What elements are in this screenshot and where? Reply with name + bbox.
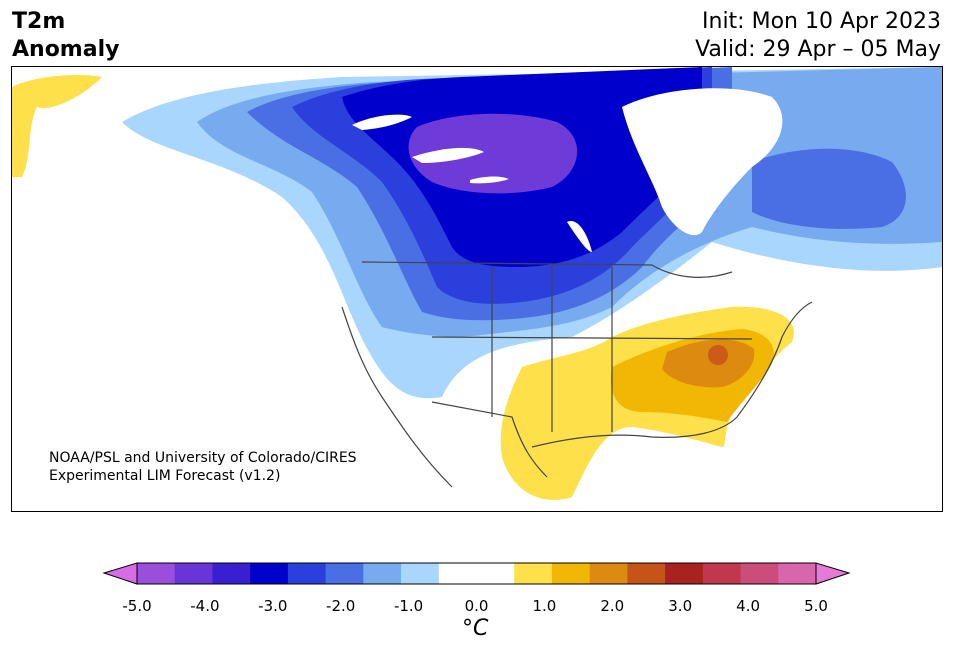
west-coast-warm-patch — [12, 75, 102, 177]
colorbar-cell — [174, 563, 213, 584]
colorbar-cell — [401, 563, 440, 584]
lake-1 — [352, 114, 412, 130]
credit-line-2: Experimental LIM Forecast (v1.2) — [49, 468, 281, 484]
lake-4 — [567, 221, 592, 252]
colorbar-cell — [551, 563, 591, 584]
colorbar-cell — [137, 563, 176, 584]
colorbar-tick-label: 5.0 — [804, 597, 828, 615]
colorbar-cell — [665, 563, 704, 584]
colorbar-cell — [778, 563, 817, 584]
title-line-1: T2m — [12, 9, 66, 34]
colorbar-cell — [250, 563, 289, 584]
colorbar-cell — [589, 563, 628, 584]
colorbar-tick-label: -4.0 — [190, 597, 220, 615]
credit-text: NOAA/PSL and University of Colorado/CIRE… — [49, 449, 357, 485]
colorbar-cell — [212, 563, 251, 584]
colorbar-cells — [137, 563, 817, 584]
warm-peak — [708, 345, 728, 365]
colorbar-cell — [438, 563, 477, 584]
title-line-2: Anomaly — [12, 37, 120, 62]
colorbar-cell — [514, 563, 553, 584]
colorbar-left-arrow — [102, 562, 138, 585]
forecast-dates: Init: Mon 10 Apr 2023 Valid: 29 Apr – 05… — [695, 8, 941, 64]
colorbar-tick-label: -3.0 — [258, 597, 288, 615]
warm-band-15 — [662, 339, 755, 388]
hudson-bay — [622, 88, 783, 236]
west-coast — [341, 306, 453, 488]
colorbar-tick-label: -5.0 — [122, 597, 152, 615]
valid-date: Valid: 29 Apr – 05 May — [695, 37, 941, 62]
map-title: T2m Anomaly — [12, 8, 119, 64]
gulf-coast — [531, 416, 738, 448]
colorbar-tick-label: 1.0 — [532, 597, 557, 615]
colorbar-tick-label: 4.0 — [736, 597, 761, 615]
lake-3 — [470, 176, 509, 184]
cold-core — [408, 113, 578, 194]
colorbar-unit: °C — [462, 616, 489, 641]
anomaly-map — [11, 66, 943, 512]
colorbar-tick-label: 0.0 — [464, 597, 489, 615]
lake-2 — [412, 147, 484, 163]
colorbar-right-arrow — [815, 562, 851, 585]
init-date: Init: Mon 10 Apr 2023 — [702, 9, 941, 34]
colorbar-cell — [287, 563, 327, 584]
borders — [341, 261, 813, 488]
colorbar-outline — [136, 562, 817, 585]
east-coast — [736, 301, 813, 418]
credit-line-1: NOAA/PSL and University of Colorado/CIRE… — [49, 450, 357, 466]
cold-band-15-east — [752, 148, 906, 229]
colorbar-tick-label: -2.0 — [326, 597, 356, 615]
colorbar — [102, 562, 851, 585]
us-canada-border — [361, 261, 733, 278]
colorbar-cell — [702, 563, 742, 584]
us-mexico-border — [431, 401, 548, 478]
colorbar-cell — [325, 563, 364, 584]
map-canvas — [12, 67, 942, 501]
colorbar-cell — [740, 563, 779, 584]
colorbar-cell — [627, 563, 666, 584]
colorbar-cell — [363, 563, 402, 584]
colorbar-tick-label: 3.0 — [668, 597, 693, 615]
state-line-4 — [431, 336, 753, 340]
colorbar-tick-label: 2.0 — [600, 597, 625, 615]
colorbar-cell — [476, 563, 515, 584]
colorbar-tick-label: -1.0 — [393, 597, 424, 615]
